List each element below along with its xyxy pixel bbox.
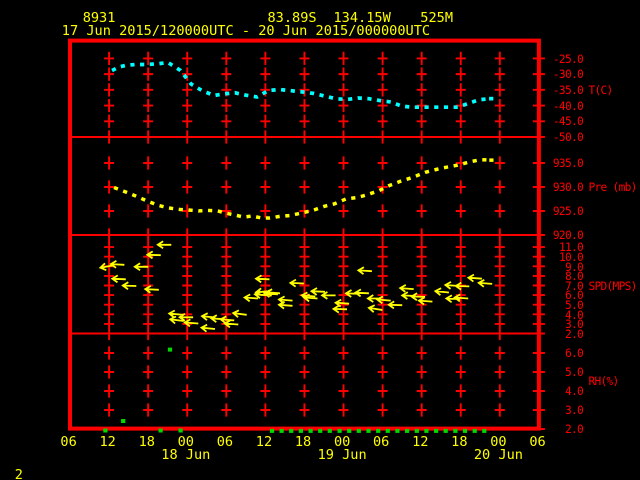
y-tick-label: 6.0 (564, 347, 584, 361)
y-tick-label: -40.0 (552, 99, 584, 113)
humidity-dot (279, 428, 284, 433)
y-tick-label: 8.0 (564, 270, 584, 284)
humidity-dot (337, 428, 342, 433)
pressure-series (113, 157, 492, 220)
temperature-series (111, 60, 492, 110)
wind-arrow-series (98, 240, 493, 333)
y-tick-label: 2.0 (564, 423, 584, 437)
x-day-label: 20 Jun (473, 446, 523, 463)
humidity-dot (414, 428, 419, 433)
y-tick-label: 2.0 (564, 327, 584, 341)
humidity-dot (395, 428, 400, 433)
humidity-dot (356, 428, 361, 433)
humidity-dot (121, 419, 126, 423)
y-tick-label: 920.0 (552, 229, 584, 243)
x-tick-label: 06 (216, 434, 234, 451)
humidity-dot (178, 428, 183, 433)
panel-name-label: Pre (mb) (588, 181, 638, 195)
x-tick-label: 12 (99, 434, 116, 451)
y-tick-label: 7.0 (564, 279, 584, 293)
y-tick-label: 3.0 (564, 318, 584, 332)
y-tick-label: 9.0 (564, 260, 584, 274)
humidity-dot (167, 347, 173, 352)
station-id: 8931 (82, 10, 116, 26)
y-tick-label: -25.0 (552, 52, 584, 66)
x-tick-label: 18 (451, 434, 468, 451)
x-day-label: 18 Jun (161, 446, 211, 463)
humidity-dot (376, 428, 381, 433)
x-day-label: 19 Jun (317, 446, 367, 463)
humidity-dot (453, 428, 458, 433)
y-tick-label: -50.0 (552, 131, 584, 145)
x-tick-label: 00 (490, 434, 507, 451)
humidity-dot (269, 428, 275, 433)
x-tick-label: 00 (333, 434, 351, 451)
humidity-dot (385, 428, 390, 433)
y-tick-label: 10.0 (558, 250, 584, 264)
y-tick-label: 925.0 (552, 205, 584, 219)
y-tick-label: -30.0 (552, 68, 584, 82)
time-range: 17 Jun 2015/120000UTC - 20 Jun 2015/0000… (61, 23, 431, 40)
station-latitude: 83.89S (267, 10, 317, 26)
panel-name-label: RH(%) (588, 374, 620, 388)
y-tick-label: 5.0 (564, 298, 584, 312)
y-tick-label: 11.0 (558, 241, 584, 255)
humidity-dot (424, 428, 429, 433)
station-elevation: 525M (420, 10, 454, 26)
temperature-last-dot (489, 96, 494, 101)
humidity-dot (103, 428, 108, 433)
y-tick-label: 4.0 (564, 385, 584, 399)
humidity-dot (405, 428, 410, 433)
y-tick-label: -35.0 (552, 84, 584, 98)
y-tick-label: 930.0 (552, 181, 584, 195)
humidity-dot (308, 428, 313, 433)
x-tick-label: 06 (529, 434, 546, 451)
humidity-dot (482, 428, 487, 433)
humidity-dot (318, 428, 323, 433)
humidity-dot (434, 428, 439, 433)
x-tick-label: 12 (412, 434, 429, 451)
y-tick-label: -45.0 (552, 115, 584, 129)
humidity-dot (289, 428, 294, 433)
humidity-dot (472, 428, 477, 433)
humidity-dot (366, 428, 371, 433)
humidity-dot (443, 428, 448, 433)
humidity-dot (158, 428, 163, 433)
x-tick-label: 12 (255, 434, 273, 451)
x-tick-label: 00 (177, 434, 194, 451)
humidity-dot (327, 428, 332, 433)
humidity-dot (462, 428, 468, 433)
station-longitude: 134.15W (333, 10, 391, 26)
y-tick-label: 5.0 (564, 366, 584, 380)
x-tick-label: 18 (294, 434, 312, 451)
humidity-dot (298, 428, 303, 433)
pressure-last-dot (489, 158, 494, 162)
panel-name-label: SPD(MPS) (588, 279, 638, 293)
humidity-dot (347, 428, 352, 433)
page-number: 2 (14, 466, 23, 480)
plot-frame (68, 38, 541, 431)
y-tick-label: 3.0 (564, 404, 584, 418)
x-tick-label: 06 (373, 434, 390, 451)
x-tick-label: 06 (60, 434, 77, 451)
y-tick-label: 4.0 (564, 308, 584, 322)
panel-name-label: T(C) (588, 84, 614, 98)
y-tick-label: 6.0 (564, 289, 584, 303)
y-tick-label: 935.0 (552, 157, 584, 171)
x-tick-label: 18 (138, 434, 155, 451)
